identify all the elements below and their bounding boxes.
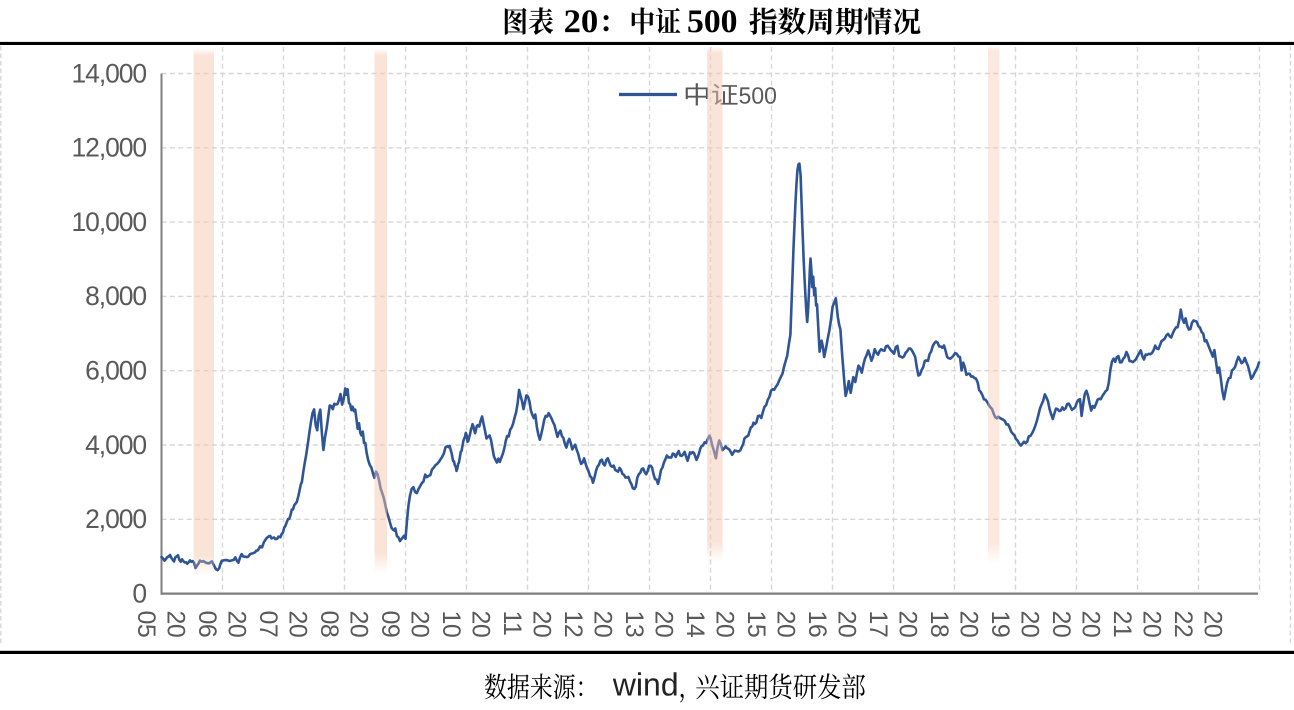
svg-text:19: 19 <box>986 611 1014 638</box>
svg-text:20: 20 <box>1077 611 1105 638</box>
svg-text:20: 20 <box>467 611 495 638</box>
svg-text:11: 11 <box>498 611 526 636</box>
svg-text:2,000: 2,000 <box>85 504 146 534</box>
svg-text:21: 21 <box>1108 611 1136 638</box>
svg-text:13: 13 <box>620 611 648 638</box>
svg-text:20: 20 <box>1016 611 1044 638</box>
svg-text:09: 09 <box>376 611 404 638</box>
svg-text:12,000: 12,000 <box>72 133 147 163</box>
svg-text:6,000: 6,000 <box>85 356 146 386</box>
svg-text:20: 20 <box>284 611 312 638</box>
svg-text:17: 17 <box>864 611 892 638</box>
svg-text:20: 20 <box>1138 611 1166 638</box>
svg-text:18: 18 <box>925 611 953 638</box>
svg-text:20: 20 <box>589 611 617 638</box>
svg-text:20: 20 <box>772 611 800 638</box>
svg-text:20: 20 <box>223 611 251 638</box>
svg-text:20: 20 <box>1199 611 1227 638</box>
svg-text:4,000: 4,000 <box>85 430 146 460</box>
svg-text:20: 20 <box>894 611 922 638</box>
svg-text:12: 12 <box>559 611 587 638</box>
svg-text:20: 20 <box>528 611 556 638</box>
svg-text:0: 0 <box>132 578 146 608</box>
svg-text:20: 20 <box>406 611 434 638</box>
svg-text:15: 15 <box>742 611 770 638</box>
svg-text:07: 07 <box>254 611 282 638</box>
svg-text:10: 10 <box>437 611 465 638</box>
svg-text:10,000: 10,000 <box>72 207 147 237</box>
svg-text:16: 16 <box>803 611 831 638</box>
svg-text:14,000: 14,000 <box>72 58 147 88</box>
svg-text:08: 08 <box>315 611 343 638</box>
svg-text:20: 20 <box>833 611 861 638</box>
svg-text:20: 20 <box>345 611 373 638</box>
svg-text:14: 14 <box>681 611 709 638</box>
svg-text:20: 20 <box>955 611 983 638</box>
svg-text:06: 06 <box>193 611 221 638</box>
svg-text:8,000: 8,000 <box>85 281 146 311</box>
svg-text:05: 05 <box>132 611 160 638</box>
svg-text:20: 20 <box>711 611 739 638</box>
svg-text:22: 22 <box>1169 611 1197 638</box>
svg-text:20: 20 <box>1047 611 1075 638</box>
svg-text:20: 20 <box>650 611 678 638</box>
svg-text:20: 20 <box>162 611 190 638</box>
